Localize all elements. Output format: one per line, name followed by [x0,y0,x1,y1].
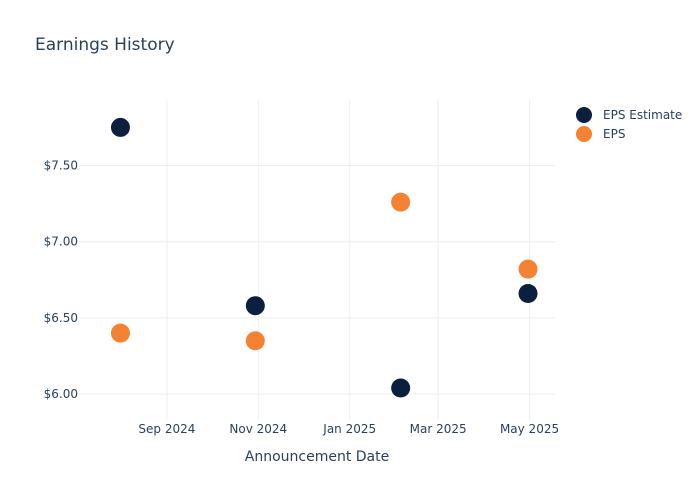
x-tick-label: Mar 2025 [410,422,467,436]
point-eps-estimate[interactable] [518,284,538,304]
y-tick-label: $6.50 [44,311,78,325]
legend-marker [576,107,592,123]
x-tick-label: Jan 2025 [322,422,376,436]
point-eps[interactable] [518,259,538,279]
legend-item-eps[interactable]: EPS [576,126,625,142]
axis-ticks: Sep 2024 Nov 2024 Jan 2025 Mar 2025 May 2025… [44,159,559,436]
y-tick-label: $6.00 [44,387,78,401]
y-tick-label: $7.50 [44,159,78,173]
y-tick-label: $7.00 [44,235,78,249]
data-points [110,117,538,398]
legend-item-eps-estimate[interactable]: EPS Estimate [576,107,682,123]
legend-label: EPS [603,127,625,141]
legend-marker [576,126,592,142]
grid [80,100,555,420]
legend[interactable]: EPS Estimate EPS [576,107,682,142]
point-eps-estimate[interactable] [110,117,130,137]
point-eps[interactable] [245,331,265,351]
x-tick-label: May 2025 [500,422,559,436]
point-eps[interactable] [391,192,411,212]
x-tick-label: Sep 2024 [138,422,195,436]
point-eps-estimate[interactable] [245,296,265,316]
chart-title: Earnings History [35,35,175,55]
point-eps[interactable] [110,323,130,343]
point-eps-estimate[interactable] [391,378,411,398]
legend-label: EPS Estimate [603,108,682,122]
x-axis-title: Announcement Date [245,449,389,465]
x-tick-label: Nov 2024 [229,422,287,436]
